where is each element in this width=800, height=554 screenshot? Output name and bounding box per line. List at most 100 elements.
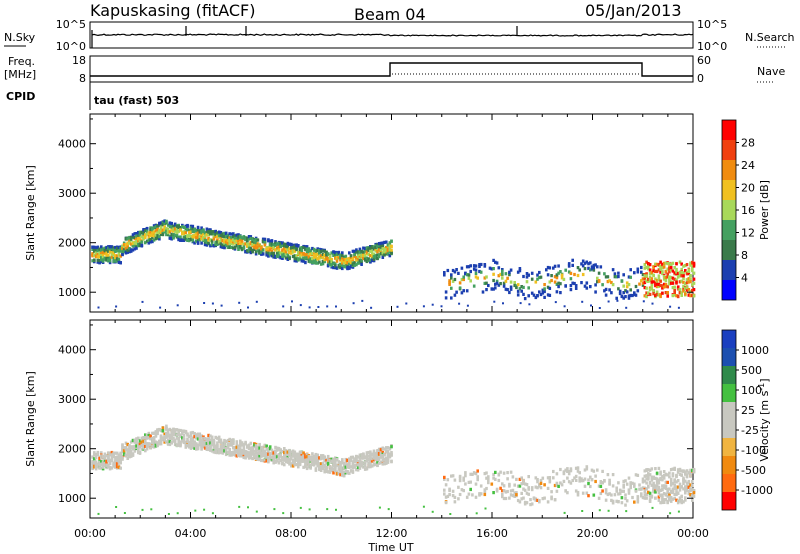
echo-cell [381, 455, 385, 459]
echo-cell [129, 237, 133, 241]
echo-cell [569, 288, 573, 292]
echo-cell [341, 257, 344, 261]
echo-cell [260, 454, 263, 458]
echo-cell [159, 442, 163, 446]
echo-cell [597, 496, 601, 500]
echo-cell [163, 437, 166, 441]
echo-cell [237, 449, 240, 453]
colorbar-segment [722, 330, 736, 348]
echo-cell [534, 498, 538, 502]
echo-cell [249, 452, 253, 456]
echo-cell [251, 447, 254, 451]
echo-cell [358, 453, 362, 457]
echo-cell [678, 496, 682, 500]
echo-cell [685, 286, 689, 290]
echo-cell [247, 237, 251, 241]
echo-cell [673, 466, 676, 470]
echo-cell [462, 277, 465, 282]
echo-cell [381, 450, 385, 455]
echo-cell [583, 284, 587, 288]
echo-cell [261, 237, 265, 241]
echo-cell [611, 484, 615, 488]
echo-cell [355, 457, 358, 461]
echo-cell [546, 273, 550, 277]
colorbar-tick-label: 16 [741, 204, 755, 217]
echo-cell [105, 249, 108, 253]
echo-cell [128, 444, 131, 448]
echo-cell [553, 280, 557, 284]
echo-cell [297, 244, 300, 248]
echo-cell [668, 471, 671, 475]
echo-cell [571, 281, 574, 285]
echo-cell [594, 479, 597, 484]
echo-cell [671, 474, 675, 478]
echo-cell [210, 443, 214, 447]
echo-cell [453, 277, 457, 282]
echo-cell [179, 442, 182, 446]
echo-cell [165, 229, 168, 233]
echo-cell [685, 281, 689, 285]
echo-cell [93, 245, 96, 249]
echo-cell [469, 264, 472, 268]
echo-cell [682, 284, 685, 288]
echo-cell [386, 449, 390, 453]
echo-cell [304, 246, 307, 250]
echo-cell [334, 459, 337, 463]
echo-cell [137, 446, 140, 450]
echo-cell [673, 496, 676, 500]
echo-cell [214, 240, 217, 244]
echo-cell [159, 434, 163, 438]
echo-cell [205, 233, 209, 237]
echo-cell [342, 264, 346, 269]
echo-cell [691, 494, 694, 498]
echo-cell [640, 492, 643, 496]
echo-cell [173, 432, 177, 436]
echo-cell [655, 262, 659, 266]
echo-cell [457, 485, 460, 489]
echo-cell [149, 240, 152, 244]
echo-cell [671, 286, 675, 290]
echo-cell [553, 275, 557, 279]
echo-cell [349, 469, 353, 473]
echo-cell [385, 449, 388, 453]
echo-cell [202, 230, 205, 234]
echo-cell [692, 261, 696, 265]
echo-cell [501, 495, 504, 499]
echo-cell [293, 452, 297, 456]
echo-cell [277, 461, 281, 465]
echo-cell [376, 452, 379, 456]
echo-cell [191, 437, 195, 441]
echo-cell [634, 489, 638, 493]
echo-cell [680, 291, 683, 295]
echo-cell [267, 450, 270, 455]
echo-cell [581, 510, 584, 512]
echo-cell [369, 465, 372, 469]
echo-cell [115, 455, 119, 459]
echo-cell [191, 227, 195, 231]
echo-cell [569, 284, 573, 288]
echo-cell [348, 261, 351, 266]
echo-cell [214, 229, 217, 233]
echo-cell [94, 464, 98, 468]
echo-cell [163, 440, 166, 444]
echo-cell [530, 502, 534, 506]
echo-cell [193, 227, 196, 232]
echo-cell [589, 261, 592, 265]
echo-cell [115, 248, 119, 252]
echo-cell [321, 461, 325, 465]
echo-cell [91, 252, 94, 256]
echo-cell [277, 446, 281, 451]
echo-cell [268, 239, 272, 243]
echo-cell [133, 440, 137, 444]
echo-cell [158, 439, 161, 443]
echo-cell [641, 283, 645, 287]
colorbar-segment [722, 280, 736, 300]
echo-cell [515, 285, 518, 290]
echo-cell [288, 256, 291, 261]
echo-cell [518, 500, 522, 504]
echo-cell [129, 445, 133, 449]
echo-cell [356, 254, 360, 258]
echo-cell [557, 281, 560, 285]
echo-cell [499, 470, 502, 474]
echo-cell [606, 275, 610, 279]
